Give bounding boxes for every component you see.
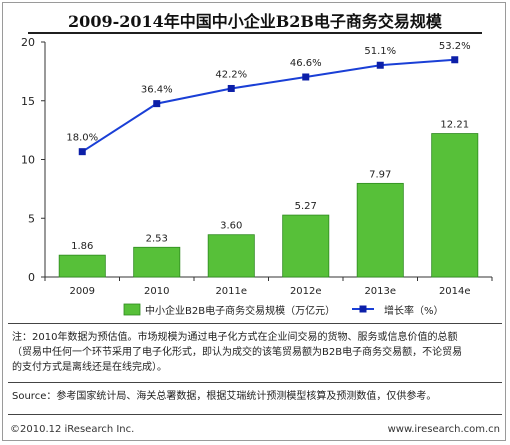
bar (133, 246, 181, 278)
growth-point (227, 84, 235, 92)
growth-value-label: 51.1% (364, 46, 396, 57)
x-tick-label: 2013e (364, 286, 396, 297)
chart-title: 2009-2014年中国中小企业B2B电子商务交易规模 (68, 12, 442, 31)
growth-line (81, 58, 455, 153)
bar-value-label: 3.60 (220, 221, 242, 232)
y-tick-label: 20 (21, 36, 35, 49)
bar (431, 133, 479, 278)
growth-line-series: 18.0% 36.4% 42.2% 46.6% 51.1% 53.2% (66, 41, 471, 156)
note-line-2: （贸易中任何一个环节采用了电子化形式，即认为成交的该笔贸易额为B2B电子商务交易… (12, 347, 463, 358)
chart-legend: 中小企业B2B电子商务交易规模（万亿元） 增长率（%） (123, 303, 444, 317)
legend-bar-swatch (123, 303, 141, 316)
y-tick-label: 10 (21, 154, 35, 167)
chart-canvas: 0 5 10 15 20 2009 2010 2011e 2012e 2013e 2014e 1.8… (21, 36, 493, 317)
growth-value-label: 46.6% (290, 58, 322, 69)
legend-line-label: 增长率（%） (384, 304, 444, 317)
notes-top-rule (8, 323, 502, 324)
title-underline (28, 32, 482, 34)
bar-value-label: 5.27 (295, 201, 317, 212)
growth-value-label: 36.4% (141, 85, 173, 96)
growth-value-label: 53.2% (439, 41, 471, 52)
y-tick-label: 0 (28, 271, 35, 284)
y-tick-label: 15 (21, 95, 35, 108)
growth-point (153, 100, 161, 108)
bar-series: 1.86 2.53 3.60 5.27 7.97 12.21 (58, 120, 479, 278)
growth-value-label: 18.0% (66, 133, 98, 144)
y-tick-label: 5 (28, 212, 35, 225)
growth-value-label: 42.2% (215, 69, 247, 80)
source-text: Source：参考国家统计局、海关总署数据，根据艾瑞统计预测模型核算及预测数值，… (12, 391, 437, 402)
growth-point (451, 56, 459, 64)
footer-copyright: ©2010.12 iResearch Inc. (10, 424, 135, 435)
growth-point (376, 61, 384, 69)
bar-value-label: 2.53 (146, 233, 168, 244)
bar (356, 182, 404, 278)
bar (282, 214, 330, 278)
footer-url: www.iresearch.com.cn (387, 424, 500, 435)
bar-value-label: 12.21 (440, 120, 469, 131)
x-tick-label: 2011e (215, 286, 247, 297)
growth-point (78, 148, 86, 156)
bar-value-label: 1.86 (71, 241, 93, 252)
chart-frame (2, 2, 506, 441)
bar-value-label: 7.97 (369, 169, 391, 180)
x-tick-label: 2010 (144, 286, 169, 297)
legend-bar-label: 中小企业B2B电子商务交易规模（万亿元） (145, 304, 335, 317)
bar (207, 234, 255, 278)
note-line-1: 注：2010年数据为预估值。市场规模为通过电子化方式在企业间交易的货物、服务或信… (12, 332, 458, 343)
chart-axes: 0 5 10 15 20 2009 2010 2011e 2012e 2013e 2014e (21, 36, 493, 297)
x-tick-label: 2009 (70, 286, 95, 297)
source-bottom-rule (8, 414, 502, 415)
bar (58, 254, 106, 278)
source-top-rule (8, 382, 502, 383)
note-line-3: 的支付方式是离线还是在线完成）。 (12, 362, 167, 373)
x-tick-label: 2014e (439, 286, 471, 297)
x-tick-label: 2012e (290, 286, 322, 297)
growth-point (302, 73, 310, 81)
legend-line-marker (359, 305, 367, 313)
